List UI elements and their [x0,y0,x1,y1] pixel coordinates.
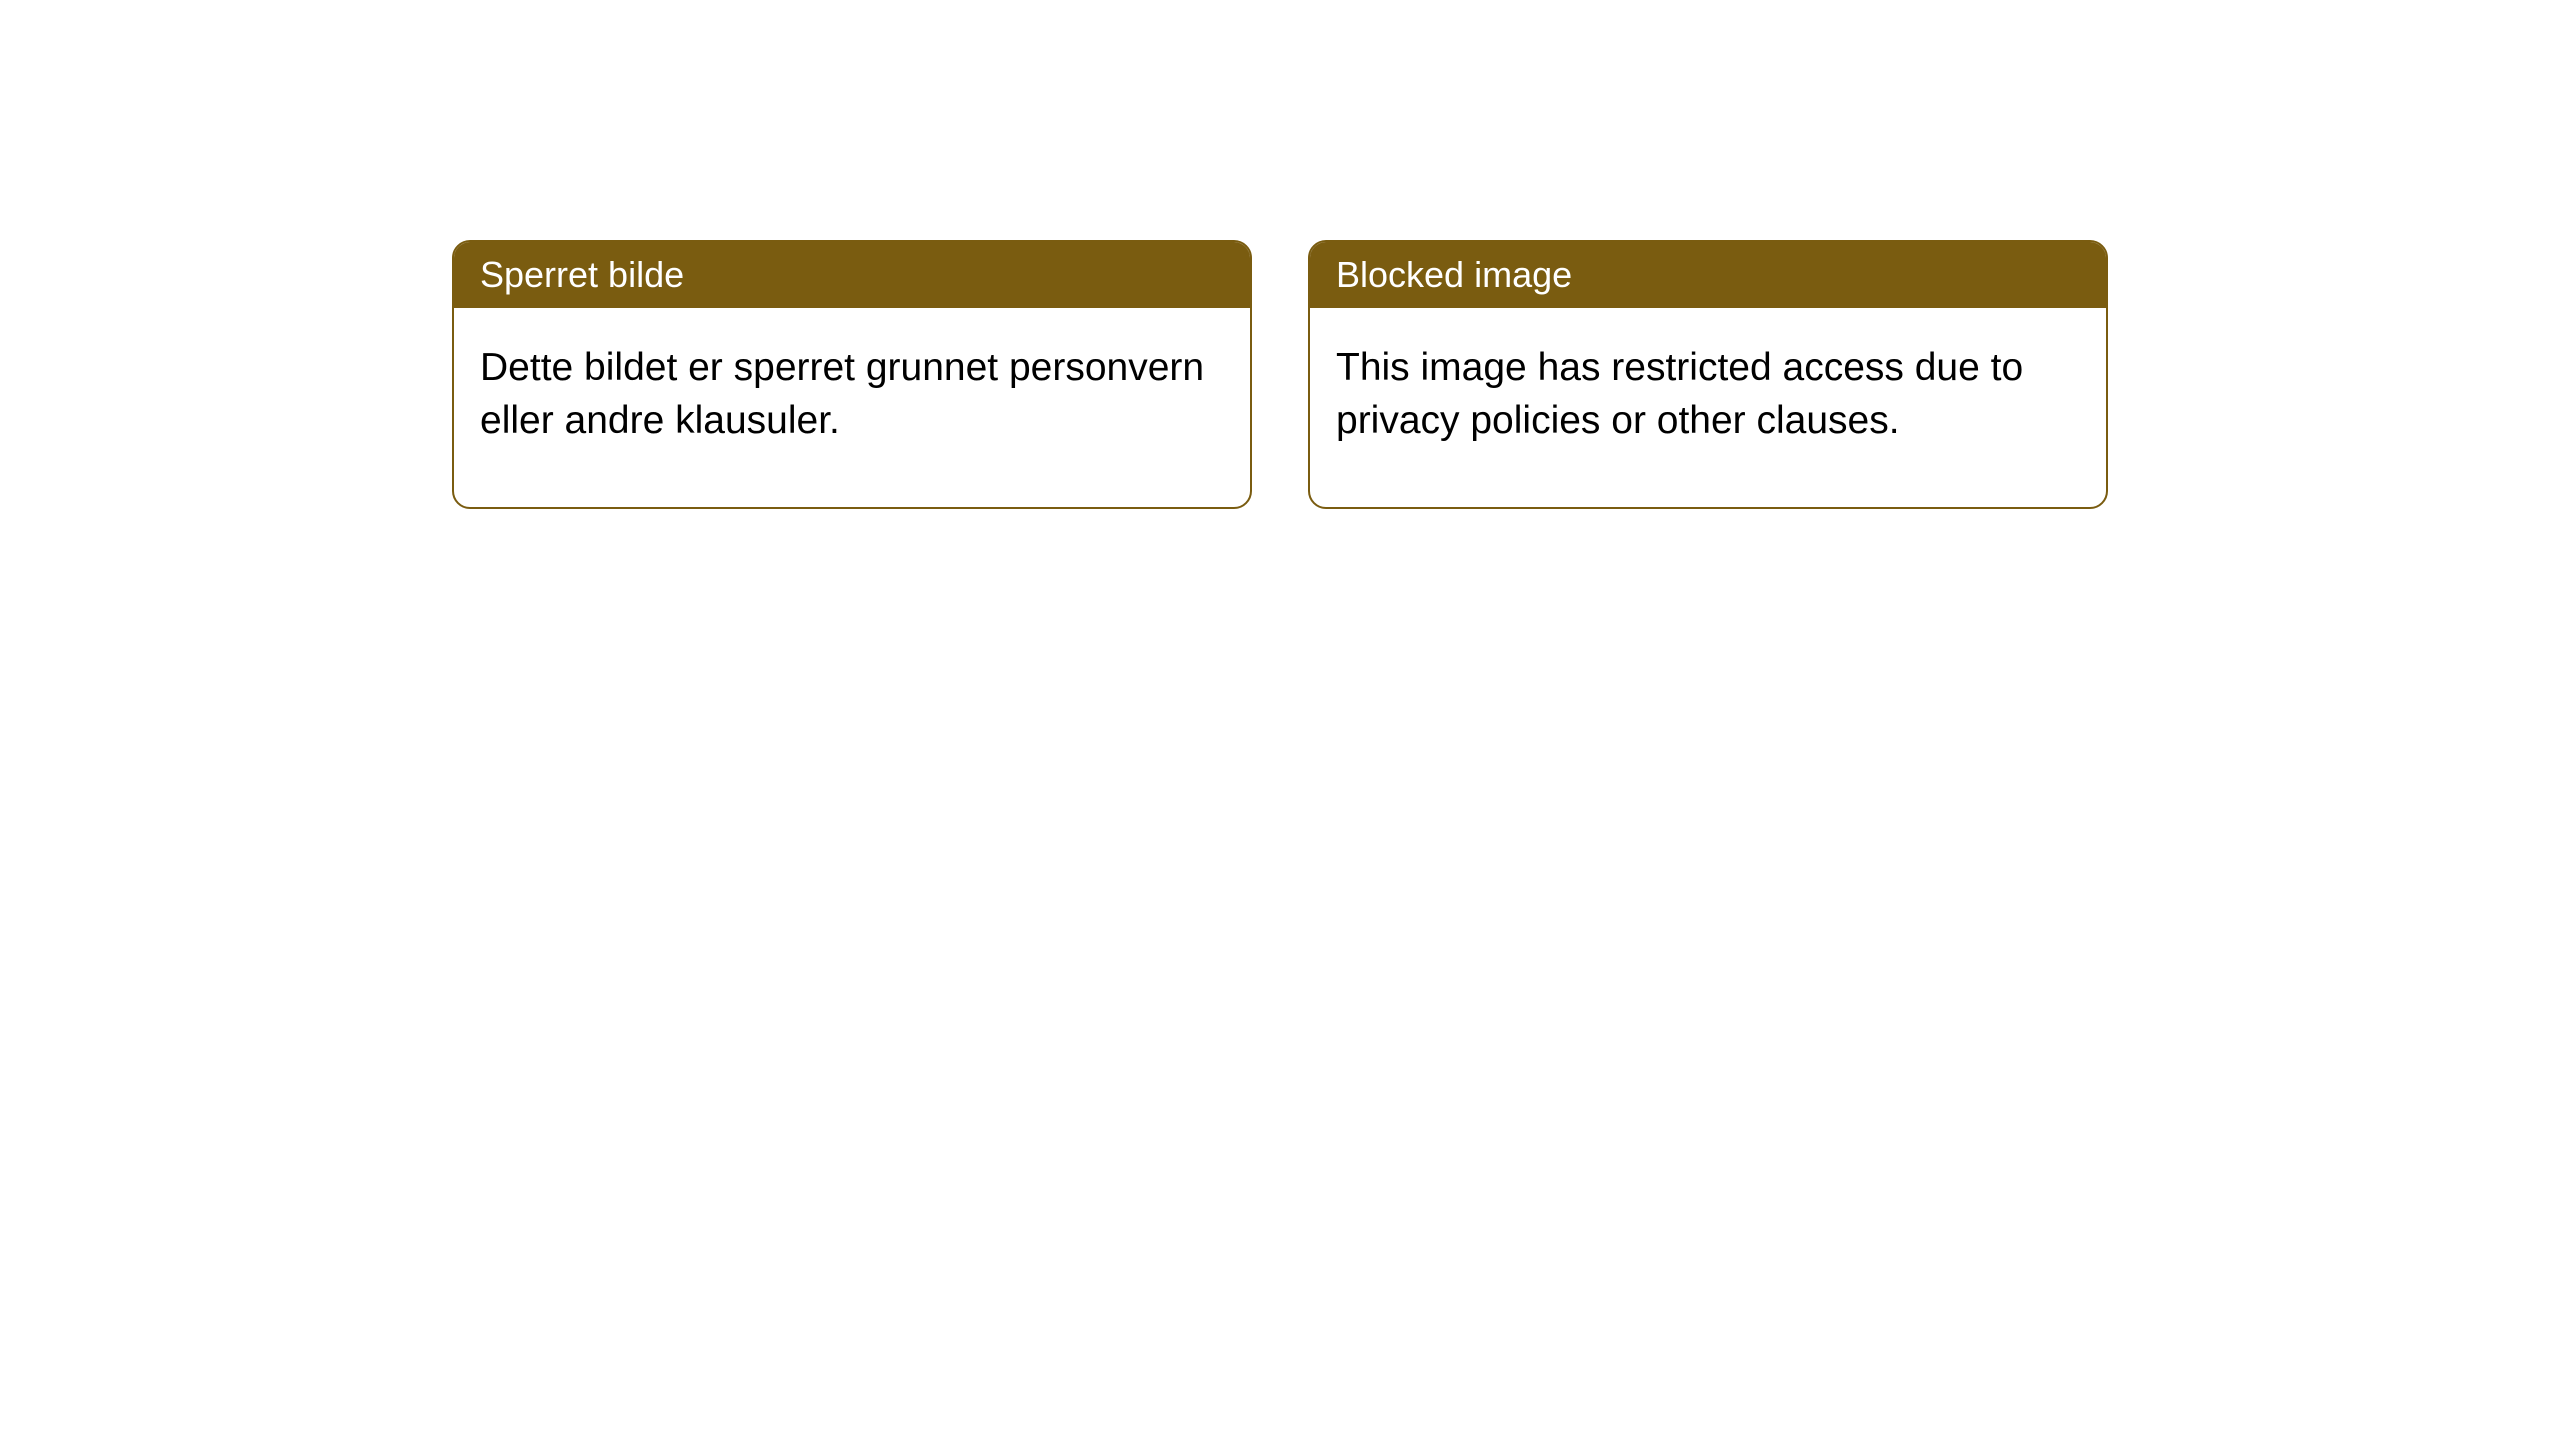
card-header-norwegian: Sperret bilde [454,242,1250,308]
card-norwegian: Sperret bilde Dette bildet er sperret gr… [452,240,1252,509]
card-english: Blocked image This image has restricted … [1308,240,2108,509]
card-header-english: Blocked image [1310,242,2106,308]
card-body-english: This image has restricted access due to … [1310,308,2106,507]
cards-container: Sperret bilde Dette bildet er sperret gr… [0,240,2560,509]
card-body-norwegian: Dette bildet er sperret grunnet personve… [454,308,1250,507]
